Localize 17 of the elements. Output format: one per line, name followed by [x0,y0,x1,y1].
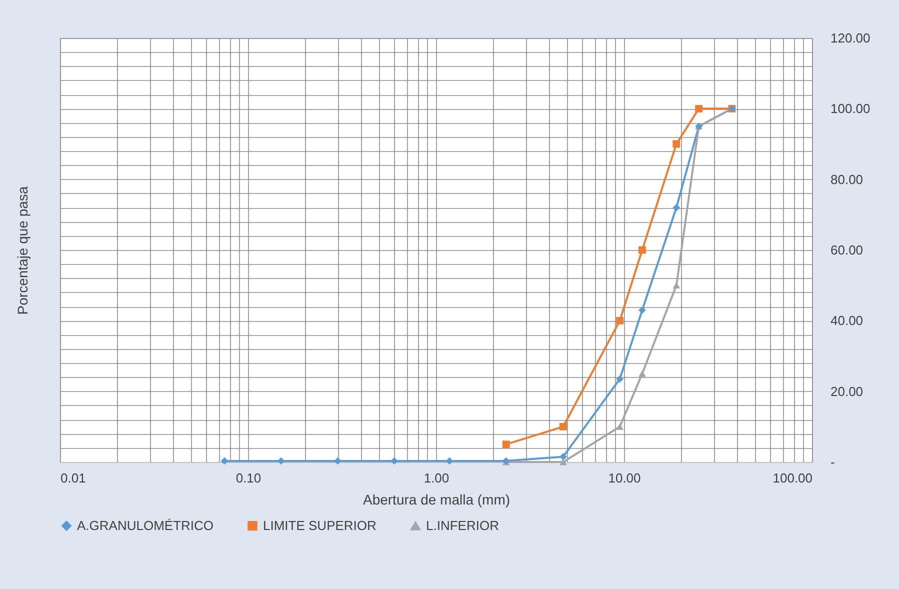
legend-label: L.INFERIOR [426,518,499,534]
x-tick-label: 10.00 [608,470,641,486]
y-tick-label: 40.00 [830,313,864,328]
y-tick-label: 60.00 [830,242,864,258]
y-axis-title: Porcentaje que pasa [14,186,30,315]
x-tick-label: 1.00 [424,470,450,486]
x-axis-title: Abertura de malla (mm) [362,492,510,508]
y-tick-label: - [830,454,835,470]
y-tick-label: 80.00 [830,172,864,187]
legend-label: A.GRANULOMÉTRICO [77,518,214,533]
y-tick-label: 100.00 [830,101,870,116]
x-tick-label: 0.10 [236,470,262,486]
legend-label: LIMITE SUPERIOR [263,518,376,533]
x-tick-label: 100.00 [772,470,812,486]
x-tick-label: 0.01 [60,470,86,486]
y-tick-label: 20.00 [830,384,864,399]
y-tick-label: 120.00 [830,30,870,46]
